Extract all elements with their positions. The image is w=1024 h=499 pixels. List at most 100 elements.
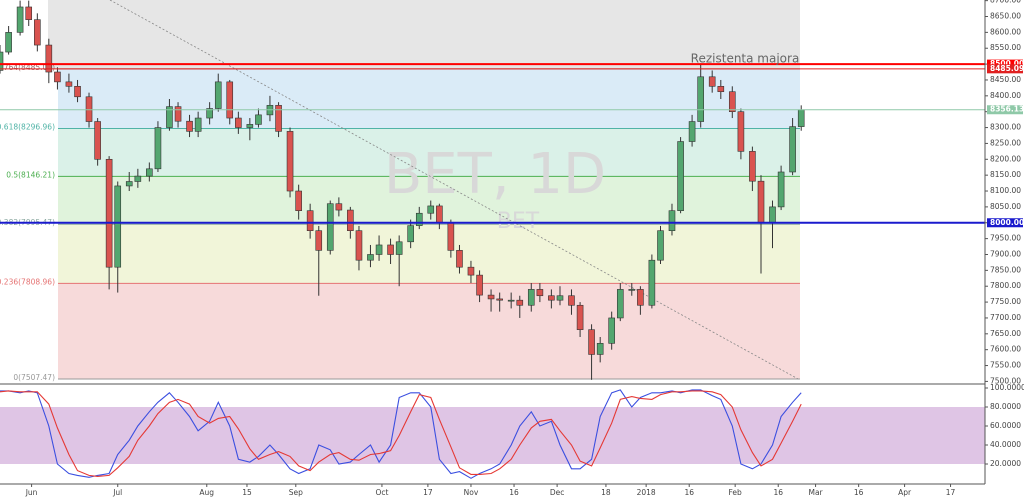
candle-body xyxy=(797,109,805,127)
x-tick-label: Jun xyxy=(25,488,38,497)
candle-body xyxy=(235,117,242,128)
candle-body xyxy=(576,304,584,330)
x-tick-label: 16 xyxy=(509,488,519,497)
price-label: 8000.00 xyxy=(990,218,1024,227)
y-tick-label: 7800.00 xyxy=(990,281,1021,290)
fib-band xyxy=(58,224,800,284)
x-tick-label: Nov xyxy=(464,488,479,497)
candle-body xyxy=(749,151,756,182)
price-label: 8485.09 xyxy=(990,64,1024,73)
fib-label: 0.764(8485.09) xyxy=(0,63,55,72)
candle-body xyxy=(688,121,696,142)
y-tick-label: 7500.00 xyxy=(990,376,1021,385)
fib-band xyxy=(58,68,800,129)
candle-body xyxy=(16,6,24,33)
x-tick-label: 17 xyxy=(423,488,433,497)
candle-body xyxy=(467,266,475,276)
candle-body xyxy=(94,121,101,160)
candle-body xyxy=(648,259,656,306)
y-tick-label: 8300.00 xyxy=(990,123,1021,132)
candle-body xyxy=(717,86,725,93)
candle-body xyxy=(214,81,222,109)
watermark-subtitle: BET xyxy=(497,209,540,234)
price-label-box xyxy=(987,105,1023,115)
y-tick-label: 7650.00 xyxy=(990,329,1021,338)
y-tick-label: 60.0000 xyxy=(990,421,1021,430)
annotation: Rezistenta majora xyxy=(691,52,800,66)
candle-body xyxy=(326,203,334,251)
oscillator-line xyxy=(0,389,802,479)
y-tick-label: 7700.00 xyxy=(990,313,1021,322)
candle-body xyxy=(306,210,314,231)
candle-body xyxy=(194,117,202,132)
x-tick-label: 18 xyxy=(601,488,611,497)
candle-body xyxy=(367,254,374,261)
candle-body xyxy=(355,230,363,261)
x-tick-label: Mar xyxy=(808,488,823,497)
price-label: 8500.00 xyxy=(990,59,1024,68)
candle-body xyxy=(536,289,544,297)
x-tick-label: Apr xyxy=(898,488,912,497)
y-tick-label: 8100.00 xyxy=(990,186,1021,195)
candle-body xyxy=(637,289,644,306)
candle-body xyxy=(769,206,776,224)
candle-body xyxy=(186,120,193,132)
candle-body xyxy=(134,175,142,182)
y-tick-label: 8600.00 xyxy=(990,27,1021,36)
candle-body xyxy=(74,86,81,98)
price-label-box xyxy=(987,59,1023,69)
fib-band xyxy=(58,128,800,177)
y-tick-label: 80.0000 xyxy=(990,402,1021,411)
candle-body xyxy=(568,295,575,306)
candle-body xyxy=(105,158,113,268)
candle-body xyxy=(255,114,262,125)
candle-body xyxy=(757,180,765,224)
candle-body xyxy=(206,108,213,119)
x-tick-label: Feb xyxy=(729,488,743,497)
marks xyxy=(0,0,985,479)
candle-body xyxy=(628,289,636,291)
candle-body xyxy=(657,230,664,261)
candle-body xyxy=(708,76,716,87)
y-tick-label: 8400.00 xyxy=(990,91,1021,100)
fib-label: 0.618(8296.96) xyxy=(0,123,55,132)
candle-body xyxy=(487,294,495,300)
y-tick-label: 7900.00 xyxy=(990,249,1021,258)
x-tick-label: 17 xyxy=(946,488,956,497)
candle-body xyxy=(588,329,595,355)
candle-body xyxy=(315,230,323,251)
candle-body xyxy=(616,289,624,319)
y-tick-label: 8250.00 xyxy=(990,138,1021,147)
candle-body xyxy=(347,209,354,231)
candle-body xyxy=(697,76,704,122)
x-tick-label: Jul xyxy=(112,488,122,497)
candle-body xyxy=(5,32,12,53)
candle-body xyxy=(476,274,483,296)
candle-body xyxy=(789,126,796,173)
candle-body xyxy=(226,81,234,119)
candle-body xyxy=(166,106,173,128)
candle-body xyxy=(335,203,343,211)
candle-body xyxy=(395,241,403,255)
candle-body xyxy=(125,181,133,187)
candle-body xyxy=(556,295,564,301)
x-tick-label: 16 xyxy=(684,488,694,497)
candle-body xyxy=(496,298,503,301)
candle-body xyxy=(447,222,455,251)
y-tick-label: 20.0000 xyxy=(990,459,1021,468)
candle-body xyxy=(45,44,53,73)
candle-body xyxy=(548,295,555,301)
candle-body xyxy=(387,244,394,255)
candle-body xyxy=(728,91,736,112)
x-tick-label: Oct xyxy=(375,488,388,497)
y-tick-label: 40.0000 xyxy=(990,440,1021,449)
candle-body xyxy=(154,127,162,170)
y-tick-label: 8150.00 xyxy=(990,170,1021,179)
fib-band xyxy=(58,176,800,225)
candle-body xyxy=(596,343,604,355)
x-tick-label: Sep xyxy=(289,488,303,497)
x-tick-label: 16 xyxy=(854,488,864,497)
y-tick-label: 8550.00 xyxy=(990,43,1021,52)
candle-body xyxy=(427,205,435,214)
